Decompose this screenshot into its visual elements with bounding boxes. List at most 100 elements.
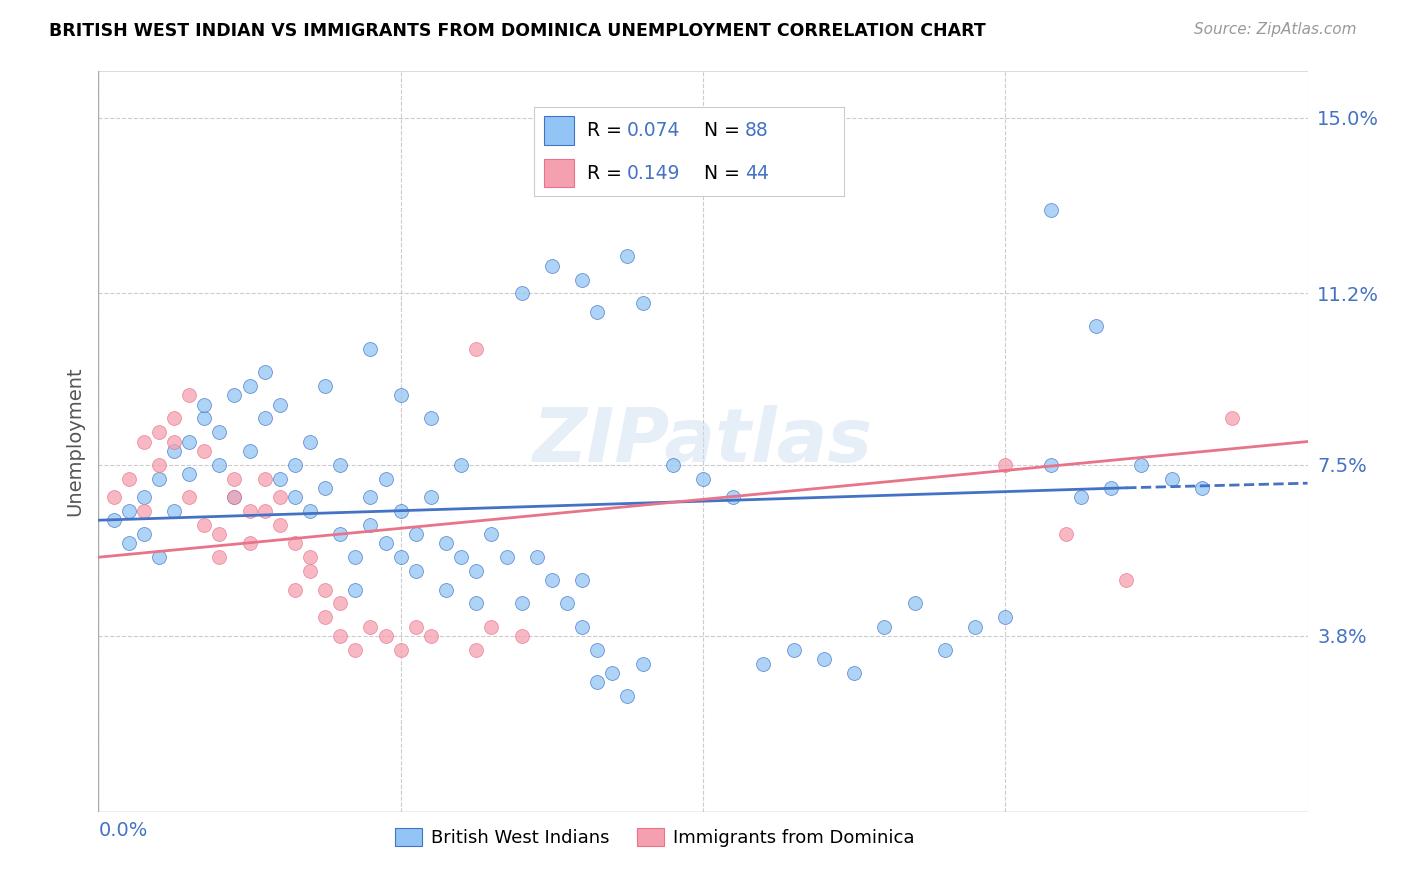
Point [510,629,533,643]
Point [434,582,457,597]
Point [239,443,262,458]
Point [571,574,593,588]
Point [389,550,412,565]
Point [269,472,291,486]
Point [103,513,125,527]
Point [571,619,593,633]
Point [510,597,533,611]
Point [299,434,322,449]
Text: R =: R = [586,163,627,183]
Point [299,564,322,578]
Point [299,504,322,518]
Point [208,425,231,440]
Point [813,652,835,666]
Text: 0.149: 0.149 [627,163,681,183]
Point [420,629,443,643]
Point [1039,458,1062,472]
Point [420,411,443,425]
Point [208,550,231,565]
Point [344,582,367,597]
Point [148,550,170,565]
Point [495,550,517,565]
Point [374,629,396,643]
Point [616,250,638,264]
Text: 44: 44 [745,163,769,183]
Point [360,619,382,633]
Text: BRITISH WEST INDIAN VS IMMIGRANTS FROM DOMINICA UNEMPLOYMENT CORRELATION CHART: BRITISH WEST INDIAN VS IMMIGRANTS FROM D… [49,22,986,40]
Point [526,550,548,565]
Point [965,619,987,633]
Point [179,467,201,481]
Point [118,536,141,550]
Point [284,490,307,504]
Point [314,582,336,597]
Point [163,411,186,425]
Point [571,272,593,286]
FancyBboxPatch shape [544,116,575,145]
Point [284,458,307,472]
Point [103,490,125,504]
Point [434,536,457,550]
Point [239,536,262,550]
Point [314,379,336,393]
Point [329,629,352,643]
Point [118,472,141,486]
Point [481,619,503,633]
Point [752,657,775,671]
Point [360,490,382,504]
Point [586,305,609,319]
Point [269,490,291,504]
Point [420,490,443,504]
Point [269,517,291,532]
Point [481,527,503,541]
Point [602,665,624,680]
Point [1070,490,1092,504]
Point [148,425,170,440]
Point [1039,203,1062,218]
Point [360,517,382,532]
Point [224,490,246,504]
Point [193,398,215,412]
Point [224,490,246,504]
Text: N =: N = [704,120,747,140]
Point [994,458,1017,472]
Point [132,490,155,504]
Point [934,642,956,657]
Point [132,434,155,449]
Point [465,597,488,611]
Point [179,388,201,402]
Point [329,458,352,472]
Point [253,411,276,425]
Point [132,504,155,518]
Point [1220,411,1243,425]
Point [329,597,352,611]
Point [374,472,396,486]
Point [253,365,276,379]
Point [163,434,186,449]
Point [208,527,231,541]
Point [389,388,412,402]
Point [723,490,745,504]
Point [631,657,654,671]
FancyBboxPatch shape [544,159,575,187]
Point [314,610,336,624]
Point [1115,574,1137,588]
Point [389,504,412,518]
Point [616,689,638,703]
Point [193,517,215,532]
Text: R =: R = [586,120,627,140]
Legend: British West Indians, Immigrants from Dominica: British West Indians, Immigrants from Do… [388,821,921,855]
Point [510,286,533,301]
Point [148,458,170,472]
Point [586,642,609,657]
Point [1085,318,1108,333]
Text: Source: ZipAtlas.com: Source: ZipAtlas.com [1194,22,1357,37]
Point [284,536,307,550]
Point [873,619,896,633]
Point [586,675,609,690]
Point [389,642,412,657]
Point [239,504,262,518]
Point [1191,481,1213,495]
Point [132,527,155,541]
Point [540,574,562,588]
